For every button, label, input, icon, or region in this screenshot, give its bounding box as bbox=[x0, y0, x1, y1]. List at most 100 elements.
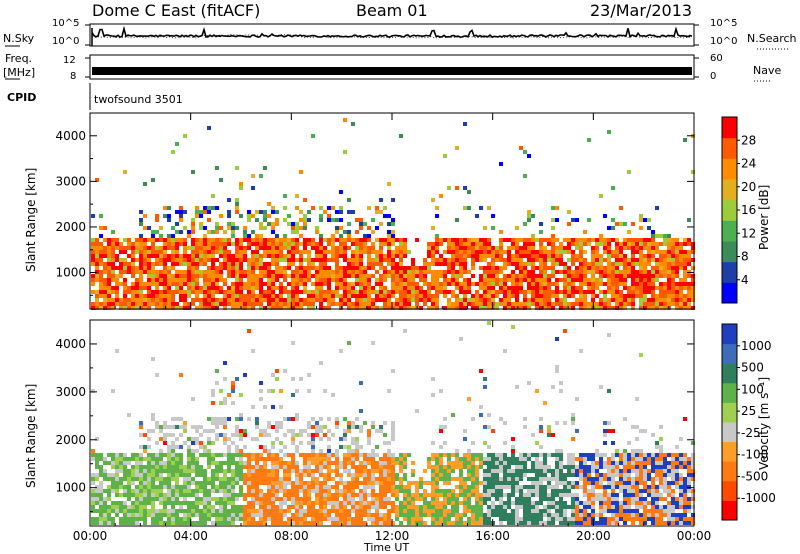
heatmap-cell bbox=[279, 238, 283, 242]
heatmap-cell bbox=[155, 473, 159, 477]
heatmap-cell bbox=[243, 306, 247, 310]
heatmap-cell bbox=[435, 481, 439, 485]
heatmap-cell bbox=[115, 274, 119, 278]
heatmap-cell bbox=[139, 262, 143, 266]
heatmap-cell bbox=[311, 469, 315, 473]
heatmap-cell bbox=[415, 489, 419, 493]
heatmap-cell bbox=[339, 473, 343, 477]
heatmap-cell bbox=[287, 477, 291, 481]
heatmap-cell bbox=[443, 262, 447, 266]
heatmap-cell bbox=[299, 226, 303, 230]
heatmap-cell bbox=[91, 302, 95, 306]
heatmap-cell bbox=[343, 493, 347, 497]
heatmap-cell bbox=[659, 262, 663, 266]
heatmap-cell bbox=[327, 282, 331, 286]
heatmap-cell bbox=[315, 429, 319, 433]
heatmap-cell bbox=[283, 469, 287, 473]
heatmap-cell bbox=[207, 306, 211, 310]
heatmap-cell bbox=[131, 493, 135, 497]
heatmap-cell bbox=[635, 250, 639, 254]
heatmap-cell bbox=[139, 433, 143, 437]
heatmap-cell bbox=[471, 258, 475, 262]
heatmap-cell bbox=[487, 282, 491, 286]
heatmap-cell bbox=[327, 445, 331, 449]
heatmap-cell bbox=[555, 501, 559, 505]
heatmap-cell bbox=[171, 457, 175, 461]
heatmap-cell bbox=[203, 469, 207, 473]
heatmap-cell bbox=[475, 521, 479, 525]
heatmap-cell bbox=[303, 457, 307, 461]
heatmap-cell bbox=[99, 513, 103, 517]
heatmap-cell bbox=[551, 469, 555, 473]
heatmap-cell bbox=[515, 250, 519, 254]
heatmap-cell bbox=[327, 278, 331, 282]
heatmap-cell bbox=[519, 477, 523, 481]
heatmap-cell bbox=[431, 274, 435, 278]
heatmap-cell bbox=[647, 282, 651, 286]
heatmap-cell bbox=[459, 481, 463, 485]
heatmap-cell bbox=[155, 509, 159, 513]
heatmap-cell bbox=[339, 210, 343, 214]
heatmap-cell bbox=[195, 254, 199, 258]
heatmap-cell bbox=[595, 473, 599, 477]
heatmap-cell bbox=[319, 517, 323, 521]
heatmap-cell bbox=[291, 258, 295, 262]
heatmap-cell bbox=[303, 274, 307, 278]
heatmap-cell bbox=[391, 461, 395, 465]
heatmap-cell bbox=[519, 461, 523, 465]
heatmap-cell bbox=[499, 453, 503, 457]
heatmap-cell bbox=[255, 473, 259, 477]
heatmap-cell bbox=[163, 501, 167, 505]
heatmap-cell bbox=[447, 473, 451, 477]
heatmap-cell bbox=[463, 266, 467, 270]
heatmap-cell bbox=[651, 286, 655, 290]
heatmap-cell bbox=[539, 469, 543, 473]
heatmap-cell bbox=[339, 306, 343, 310]
heatmap-cell bbox=[235, 290, 239, 294]
heatmap-cell bbox=[167, 270, 171, 274]
heatmap-cell bbox=[495, 282, 499, 286]
heatmap-cell bbox=[395, 461, 399, 465]
heatmap-cell bbox=[459, 246, 463, 250]
heatmap-cell bbox=[231, 266, 235, 270]
heatmap-cell bbox=[567, 250, 571, 254]
heatmap-cell bbox=[643, 286, 647, 290]
heatmap-cell bbox=[571, 461, 575, 465]
heatmap-cell bbox=[339, 513, 343, 517]
heatmap-cell bbox=[595, 242, 599, 246]
heatmap-cell bbox=[171, 465, 175, 469]
heatmap-cell bbox=[579, 238, 583, 242]
heatmap-cell bbox=[507, 250, 511, 254]
heatmap-cell bbox=[131, 246, 135, 250]
heatmap-cell bbox=[307, 290, 311, 294]
heatmap-cell bbox=[167, 493, 171, 497]
heatmap-cell bbox=[99, 509, 103, 513]
heatmap-cell bbox=[579, 282, 583, 286]
heatmap-cell bbox=[203, 505, 207, 509]
heatmap-cell bbox=[291, 222, 295, 226]
heatmap-cell bbox=[155, 230, 159, 234]
heatmap-cell bbox=[571, 250, 575, 254]
heatmap-cell bbox=[115, 254, 119, 258]
heatmap-cell bbox=[295, 298, 299, 302]
heatmap-cell bbox=[455, 254, 459, 258]
heatmap-cell bbox=[399, 282, 403, 286]
heatmap-cell bbox=[127, 266, 131, 270]
heatmap-cell bbox=[343, 290, 347, 294]
heatmap-cell bbox=[319, 290, 323, 294]
heatmap-cell bbox=[359, 517, 363, 521]
heatmap-cell bbox=[159, 457, 163, 461]
heatmap-cell bbox=[599, 453, 603, 457]
heatmap-cell bbox=[475, 493, 479, 497]
heatmap-cell bbox=[95, 473, 99, 477]
heatmap-cell bbox=[535, 266, 539, 270]
heatmap-cell bbox=[591, 246, 595, 250]
heatmap-cell bbox=[247, 274, 251, 278]
heatmap-cell bbox=[423, 270, 427, 274]
heatmap-cell bbox=[403, 513, 407, 517]
heatmap-cell bbox=[159, 282, 163, 286]
heatmap-cell bbox=[179, 489, 183, 493]
heatmap-cell bbox=[379, 521, 383, 525]
heatmap-cell bbox=[223, 306, 227, 310]
heatmap-cell bbox=[527, 214, 531, 218]
